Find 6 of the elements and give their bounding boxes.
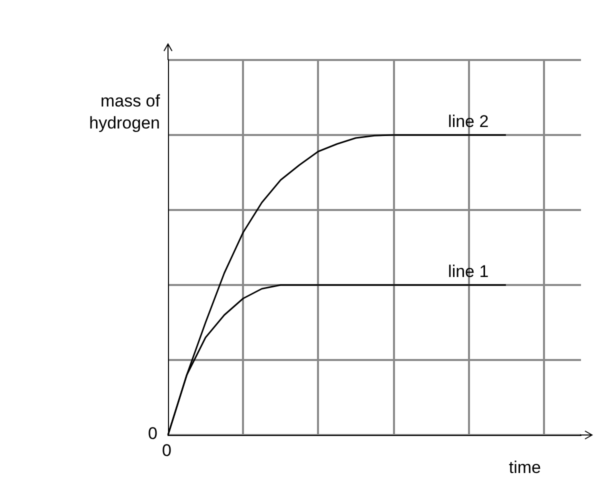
series-label: line 1 — [448, 262, 489, 281]
x-axis-title: time — [508, 458, 541, 477]
series-label: line 2 — [448, 112, 489, 131]
text: 0 — [148, 424, 158, 443]
y-axis-title: mass of hydrogen — [89, 92, 160, 132]
text: 0 — [162, 441, 172, 460]
